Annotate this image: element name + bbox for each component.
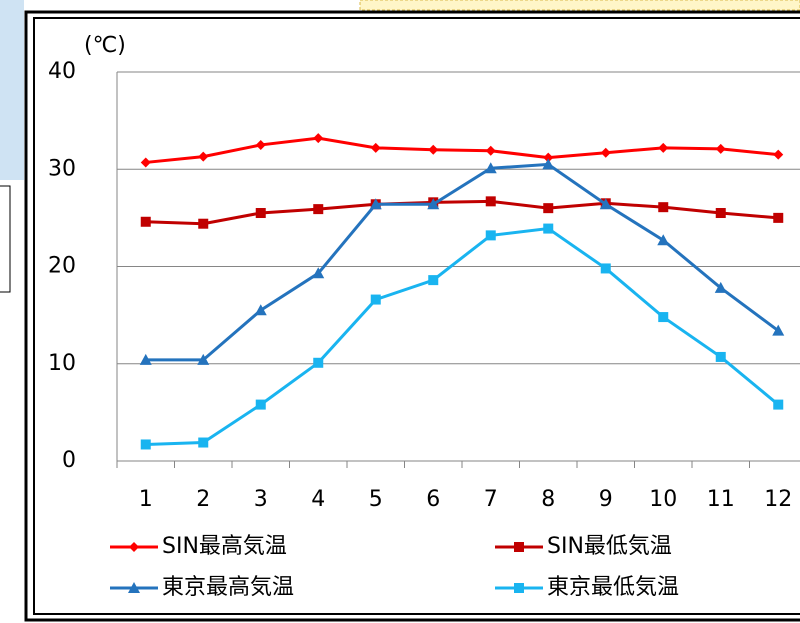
x-tick-label: 10 [649,487,677,512]
page: {"chart_data": {"type": "line", "unit_la… [0,0,800,623]
data-point [773,213,783,223]
x-tick-label: 6 [426,487,440,512]
y-tick-label: 20 [48,254,76,279]
x-tick-label: 3 [254,487,268,512]
x-tick-label: 7 [484,487,498,512]
legend-label: 東京最低気温 [547,575,679,600]
side-box [0,186,10,292]
x-tick-label: 8 [541,487,555,512]
data-point [256,400,266,410]
legend-label: SIN最高気温 [162,534,287,559]
x-tick-label: 11 [707,487,735,512]
data-point [198,219,208,229]
screenshot: (℃) 010203040123456789101112SIN最高気温SIN最低… [0,0,800,623]
y-tick-label: 10 [48,351,76,376]
x-tick-label: 4 [311,487,325,512]
unit-label: (℃) [84,33,126,58]
data-point [716,352,726,362]
data-point [256,208,266,218]
data-point [658,202,668,212]
data-point [658,312,668,322]
data-point [313,204,323,214]
x-tick-label: 9 [599,487,613,512]
data-point [141,439,151,449]
data-point [198,438,208,448]
data-point [543,224,553,234]
data-point [141,217,151,227]
y-tick-label: 30 [48,156,76,181]
x-tick-label: 12 [764,487,792,512]
frame-inner [34,18,800,614]
legend-marker [514,542,524,552]
data-point [773,400,783,410]
data-point [313,358,323,368]
callout [360,0,800,10]
x-tick-label: 5 [369,487,383,512]
legend-marker [514,583,524,593]
data-point [716,208,726,218]
data-point [428,275,438,285]
data-point [486,230,496,240]
y-tick-label: 40 [48,59,76,84]
data-point [601,263,611,273]
data-point [371,295,381,305]
x-tick-label: 1 [139,487,153,512]
y-tick-label: 0 [62,448,76,473]
legend-label: SIN最低気温 [547,534,672,559]
data-point [486,196,496,206]
x-tick-label: 2 [196,487,210,512]
data-point [543,203,553,213]
legend-label: 東京最高気温 [162,575,294,600]
background-image [0,0,24,180]
